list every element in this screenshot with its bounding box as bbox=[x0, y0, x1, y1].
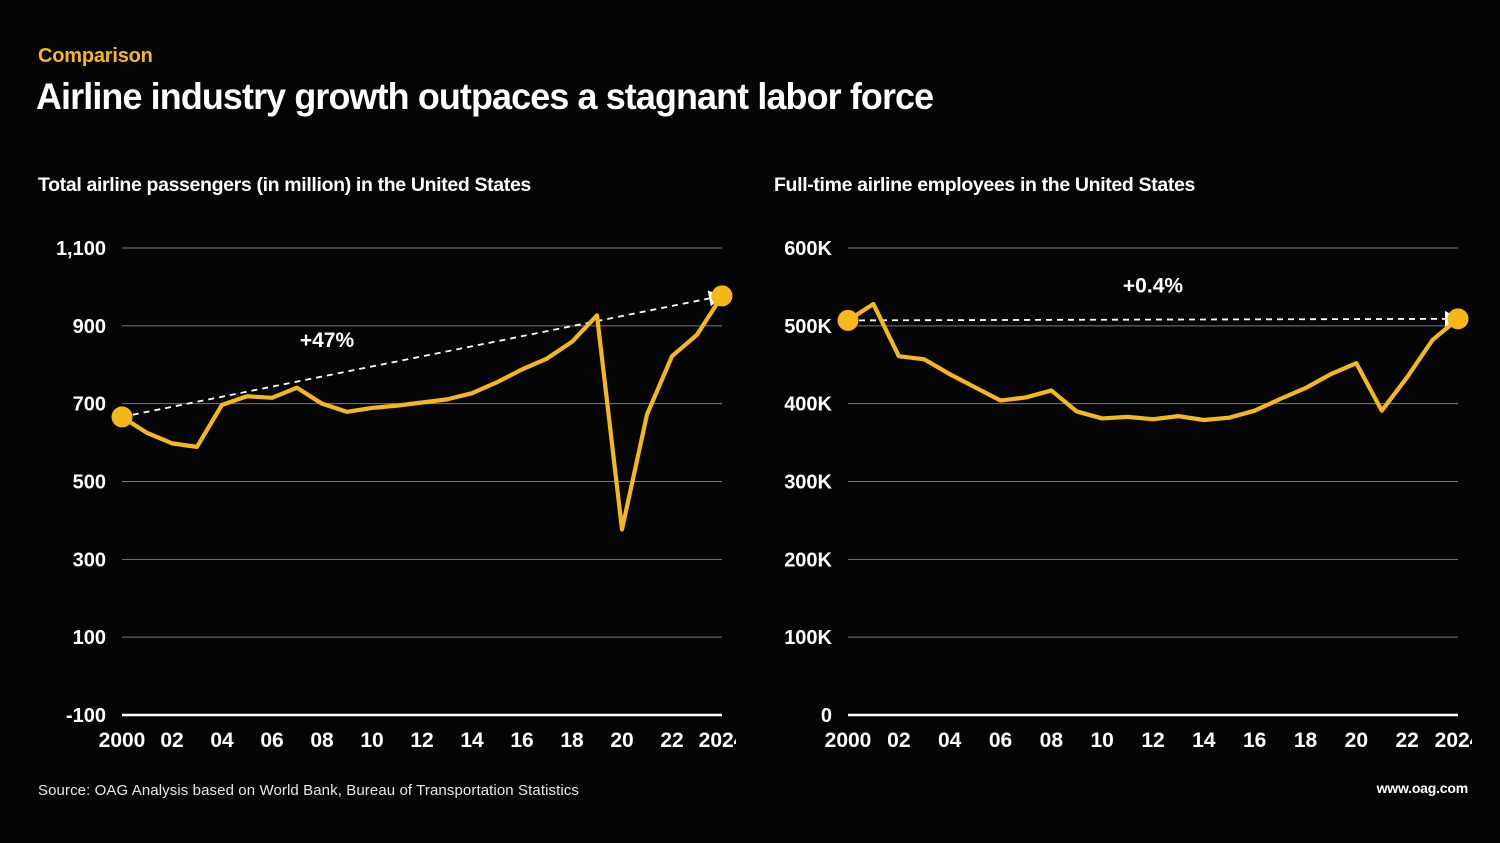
y-axis-tick-label: 700 bbox=[73, 394, 106, 416]
x-axis-tick-label: 22 bbox=[660, 729, 683, 752]
x-axis-tick-label: 18 bbox=[1294, 729, 1318, 752]
x-axis-tick-label: 2000 bbox=[825, 729, 872, 752]
x-axis-tick-label: 08 bbox=[310, 729, 334, 752]
x-axis-tick-label: 2024 bbox=[1435, 729, 1472, 752]
x-axis-tick-label: 04 bbox=[210, 729, 234, 752]
data-series-line bbox=[845, 301, 1461, 423]
annotation-arrow-line bbox=[847, 317, 1446, 322]
x-axis-tick-label: 20 bbox=[610, 729, 633, 752]
annotation-arrow-line bbox=[121, 297, 710, 418]
x-axis-tick-label: 16 bbox=[510, 729, 533, 752]
chart-title-employees: Full-time airline employees in the Unite… bbox=[774, 174, 1195, 196]
x-axis-tick-label: 06 bbox=[260, 729, 283, 752]
data-series-line bbox=[119, 293, 725, 532]
y-axis-tick-label: 300K bbox=[784, 472, 832, 494]
x-axis-tick-label: 20 bbox=[1345, 729, 1368, 752]
x-axis-tick-label: 16 bbox=[1243, 729, 1266, 752]
chart-plot-employees: 0 100K 200K 300K 400K 500K 600K 2000 02 04 06 08 10 1… bbox=[772, 230, 1472, 775]
x-axis-tick-label: 12 bbox=[410, 729, 433, 752]
y-axis-tick-label: 100 bbox=[73, 627, 106, 649]
y-axis-tick-label: 100K bbox=[784, 627, 832, 649]
x-axis-tick-label: 10 bbox=[360, 729, 383, 752]
annotation-label: +0.4% bbox=[1123, 274, 1183, 297]
y-axis-tick-label: 500K bbox=[784, 316, 832, 338]
x-axis-tick-label: 22 bbox=[1395, 729, 1418, 752]
y-axis-tick-label: 1,100 bbox=[56, 238, 106, 260]
endpoint-marker bbox=[111, 406, 133, 428]
y-axis-tick-label: 900 bbox=[73, 316, 106, 338]
endpoint-marker bbox=[711, 285, 733, 307]
y-axis-tick-label: -100 bbox=[66, 705, 106, 727]
x-axis-tick-label: 02 bbox=[160, 729, 183, 752]
x-axis-tick-label: 2024 bbox=[699, 729, 736, 752]
page-title: Airline industry growth outpaces a stagn… bbox=[36, 76, 934, 117]
y-axis-tick-label: 500 bbox=[73, 472, 106, 494]
website-label: www.oag.com bbox=[1376, 780, 1469, 796]
endpoint-marker bbox=[837, 309, 859, 331]
chart-plot-passengers: -100 100 300 500 700 900 1,100 2000 02 04 06 08 10 12… bbox=[36, 230, 736, 775]
y-axis-tick-label: 300 bbox=[73, 549, 106, 571]
x-axis-tick-label: 10 bbox=[1090, 729, 1113, 752]
chart-title-passengers: Total airline passengers (in million) in… bbox=[38, 174, 531, 196]
chart-panel-employees: Full-time airline employees in the Unite… bbox=[772, 168, 1472, 778]
x-axis-tick-label: 04 bbox=[938, 729, 962, 752]
x-axis-tick-label: 02 bbox=[887, 729, 910, 752]
annotation-label: +47% bbox=[300, 329, 355, 352]
endpoint-marker bbox=[1447, 308, 1469, 330]
y-axis-tick-label: 400K bbox=[784, 394, 832, 416]
line-chart-employees: 0 100K 200K 300K 400K 500K 600K 2000 02 04 06 08 10 1… bbox=[784, 238, 1472, 752]
source-note: Source: OAG Analysis based on World Bank… bbox=[38, 782, 580, 799]
line-chart-passengers: -100 100 300 500 700 900 1,100 2000 02 04 06 08 10 12… bbox=[56, 238, 736, 752]
x-axis-tick-label: 06 bbox=[989, 729, 1012, 752]
kicker-label: Comparison bbox=[38, 45, 153, 67]
x-axis-tick-label: 2000 bbox=[99, 729, 146, 752]
x-axis-tick-label: 08 bbox=[1040, 729, 1064, 752]
y-axis-tick-label: 0 bbox=[821, 705, 832, 727]
y-axis-tick-label: 600K bbox=[784, 238, 832, 260]
x-axis-tick-label: 14 bbox=[1192, 729, 1216, 752]
x-axis-tick-label: 12 bbox=[1141, 729, 1164, 752]
y-axis-tick-label: 200K bbox=[784, 549, 832, 571]
chart-panel-passengers: Total airline passengers (in million) in… bbox=[36, 168, 736, 778]
x-axis-tick-label: 18 bbox=[560, 729, 584, 752]
x-axis-tick-label: 14 bbox=[460, 729, 484, 752]
